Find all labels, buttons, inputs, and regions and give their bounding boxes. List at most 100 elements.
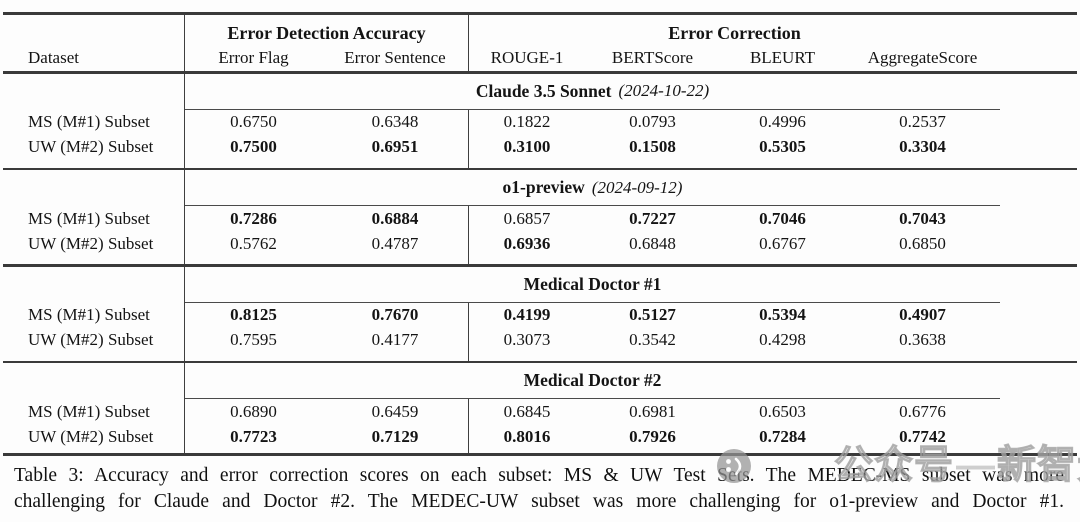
- metric-value: 0.4298: [759, 330, 806, 349]
- spacer-right: [468, 256, 1000, 264]
- table-row: MS (M#1) Subset 0.8125 0.7670 0.4199 0.5127 0…: [0, 302, 1080, 328]
- metric-value: 0.4177: [371, 330, 419, 349]
- metric-value: 0.7284: [759, 426, 806, 446]
- table-row: UW (M#2) Subset 0.7723 0.7129 0.8016 0.7926 0…: [0, 424, 1080, 449]
- table-row: UW (M#2) Subset 0.7595 0.4177 0.3073 0.3542 0…: [0, 327, 1080, 353]
- spacer-mid: [185, 449, 468, 453]
- error-sentence-column-header: Error Sentence: [344, 48, 446, 67]
- group-header-left-spacer: [0, 170, 185, 206]
- dataset-label: UW (M#2) Subset: [0, 424, 185, 449]
- metric-value: 0.6348: [371, 112, 419, 131]
- section-bottom-spacer: [0, 352, 1080, 361]
- section-bottom-spacer: [0, 159, 1080, 168]
- metric-value: 0.7595: [230, 330, 277, 349]
- metric-value: 0.6848: [629, 233, 676, 253]
- spacer-left: [0, 449, 185, 453]
- model-group-section: Claude 3.5 Sonnet (2024-10-22) MS (M#1) Su…: [0, 73, 1080, 168]
- table-row: MS (M#1) Subset 0.6890 0.6459 0.6845 0.6981 0…: [0, 399, 1080, 424]
- caption-line-2: challenging for Claude and Doctor #2. Th…: [14, 490, 1064, 512]
- metric-value: 0.5762: [230, 233, 277, 253]
- row-right-filler: [1000, 328, 1080, 353]
- group-header-left-spacer: [0, 266, 185, 303]
- bertscore-column-header: BERTScore: [611, 48, 694, 67]
- caption-line-1: Table 3: Accuracy and error correction s…: [14, 464, 1064, 486]
- spacer-left: [0, 352, 185, 361]
- row-right-filler: [1000, 424, 1080, 449]
- dataset-label: UW (M#2) Subset: [0, 327, 185, 353]
- spacer-end: [1000, 256, 1080, 264]
- metric-value: 0.6981: [629, 401, 676, 421]
- spacer-end: [1000, 449, 1080, 453]
- row-right-filler: [1000, 303, 1080, 328]
- model-name: Medical Doctor #2: [523, 370, 662, 390]
- metric-value: 0.7670: [371, 305, 419, 324]
- metric-value: 0.2537: [899, 112, 946, 131]
- row-right-filler: [1000, 206, 1080, 231]
- group-header-left-spacer: [0, 73, 185, 110]
- spacer-mid: [185, 353, 468, 361]
- group-header-row: Claude 3.5 Sonnet (2024-10-22): [0, 73, 1080, 110]
- spacer-end: [1000, 353, 1080, 361]
- metric-value: 0.4996: [759, 112, 806, 131]
- dataset-column-header: Dataset: [0, 45, 185, 71]
- group-header-right-filler: [1000, 170, 1080, 206]
- model-group-section: Medical Doctor #2 MS (M#1) Subset 0.6890 0.…: [0, 363, 1080, 453]
- section-rule: [3, 167, 1077, 170]
- group-header-row: o1-preview (2024-09-12): [0, 170, 1080, 206]
- bleurt-column-header: BLEURT: [749, 48, 816, 67]
- header-bottom-rule: [3, 71, 1077, 74]
- table-caption: Table 3: Accuracy and error correction s…: [14, 463, 1064, 515]
- spacer-end: [1000, 160, 1080, 168]
- group-header-cell: Claude 3.5 Sonnet (2024-10-22): [185, 74, 1000, 110]
- group-header-row: Medical Doctor #2: [0, 363, 1080, 399]
- dataset-label: MS (M#1) Subset: [0, 109, 185, 135]
- metric-value: 0.4907: [899, 305, 946, 324]
- model-name: Medical Doctor #1: [523, 273, 662, 294]
- rouge1-column-header: ROUGE-1: [468, 45, 585, 71]
- metric-value: 0.6890: [230, 401, 277, 421]
- section-bottom-spacer: [0, 449, 1080, 453]
- group-header-cell: Medical Doctor #1: [185, 267, 1000, 303]
- metric-value: 0.6845: [468, 399, 585, 424]
- dataset-label: MS (M#1) Subset: [0, 399, 185, 424]
- section-rule: [3, 453, 1077, 456]
- metric-value: 0.3638: [899, 330, 946, 349]
- metric-value: 0.6459: [371, 401, 419, 421]
- spacer-right: [468, 352, 1000, 361]
- error-detection-accuracy-header: Error Detection Accuracy: [227, 23, 426, 43]
- table-top-rule: [3, 12, 1077, 15]
- dataset-label: MS (M#1) Subset: [0, 302, 185, 328]
- metric-value: 0.7926: [629, 426, 676, 446]
- group-header-right-filler: [1000, 267, 1080, 303]
- metric-value: 0.6503: [759, 401, 806, 421]
- group-header-cell: o1-preview (2024-09-12): [185, 170, 1000, 206]
- metric-value: 0.7286: [230, 208, 277, 228]
- row-right-filler: [1000, 399, 1080, 424]
- group-header-left-spacer: [0, 363, 185, 399]
- aggregatescore-column-header: AggregateScore: [867, 48, 978, 67]
- row-right-filler: [1000, 135, 1080, 160]
- error-correction-header: Error Correction: [468, 15, 1000, 45]
- metric-value: 0.3304: [899, 137, 946, 156]
- metric-value: 0.8125: [230, 305, 277, 324]
- row-right-filler: [1000, 110, 1080, 135]
- metric-value: 0.6951: [371, 137, 419, 156]
- table-header-column-row: Dataset Error Flag Error Sentence ROUGE-…: [0, 45, 1080, 71]
- metric-value: 0.5394: [759, 305, 806, 324]
- dataset-label: UW (M#2) Subset: [0, 134, 185, 160]
- metric-value: 0.7227: [629, 208, 676, 228]
- metric-value: 0.3100: [468, 134, 585, 160]
- spacer-right: [468, 449, 1000, 453]
- metric-value: 0.6936: [468, 231, 585, 256]
- table-row: MS (M#1) Subset 0.6750 0.6348 0.1822 0.0793 0…: [0, 109, 1080, 135]
- spacer-right: [468, 159, 1000, 168]
- metric-value: 0.7723: [230, 426, 277, 446]
- table-row: UW (M#2) Subset 0.5762 0.4787 0.6936 0.6848 0…: [0, 231, 1080, 256]
- metric-value: 0.5127: [629, 305, 676, 324]
- dataset-label: UW (M#2) Subset: [0, 231, 185, 256]
- header-corner-spacer: [0, 15, 185, 45]
- spacer-left: [0, 256, 185, 264]
- group-header-cell: Medical Doctor #2: [185, 363, 1000, 399]
- row-right-filler: [1000, 231, 1080, 256]
